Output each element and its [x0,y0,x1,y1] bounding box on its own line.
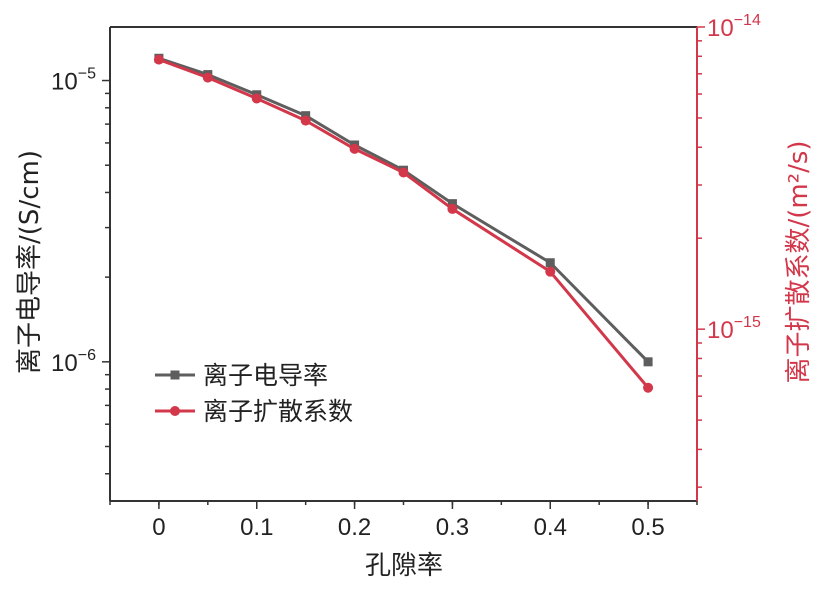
x-tick-label: 0.3 [436,514,469,541]
y-left-tick-label: 10−6 [51,347,96,377]
data-point-circle [447,203,458,214]
y-axis-left: 10−6 10−5 [51,66,110,475]
x-tick-label: 0 [152,514,165,541]
x-axis: 0 0.1 0.2 0.3 0.4 0.5 [109,501,698,541]
data-point-circle [251,93,262,104]
data-point-circle [545,266,556,277]
data-point-square [643,357,653,367]
data-point-circle [300,115,311,126]
series-line-2 [158,58,650,389]
data-point-square [545,258,555,268]
legend-marker-square [170,370,180,380]
legend-marker-circle [170,406,180,416]
x-tick-label: 0.5 [631,514,664,541]
x-tick-label: 0.4 [534,514,567,541]
series-line-1 [158,56,650,363]
y-right-tick-label: 10−15 [707,314,761,344]
y-axis-left-title: 离子电导率/(S/cm) [15,150,45,374]
data-point-square [447,199,457,209]
y-axis-right-title: 离子扩散系数/(m²/s) [784,140,814,383]
data-point-circle [398,167,409,178]
plot-frame [109,26,698,502]
data-point-circle [202,72,213,83]
y-right-tick-label: 10−14 [707,12,761,42]
legend-label: 离子扩散系数 [203,397,353,426]
data-point-circle [349,143,360,154]
data-point-circle [153,54,164,65]
data-point-circle [643,382,654,393]
x-axis-title: 孔隙率 [365,551,443,581]
y-axis-right: 10−15 10−14 [697,12,761,488]
y-left-tick-label: 10−5 [51,66,96,96]
x-tick-label: 0.1 [240,514,273,541]
legend-label: 离子电导率 [203,361,328,390]
x-tick-label: 0.2 [338,514,371,541]
series-layer [153,53,654,393]
